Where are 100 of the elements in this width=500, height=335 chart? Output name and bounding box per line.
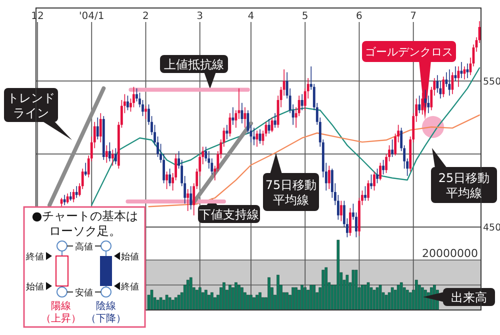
bar bbox=[286, 292, 288, 310]
candlestick bbox=[421, 92, 424, 116]
annotation: 上値抵抗線 bbox=[164, 57, 224, 72]
annotation: 終値 bbox=[25, 252, 44, 262]
bar bbox=[420, 287, 424, 310]
bar bbox=[165, 294, 168, 310]
candlestick bbox=[379, 162, 382, 181]
candlestick bbox=[111, 149, 114, 166]
bar bbox=[364, 284, 367, 310]
annotation: 始値 bbox=[26, 282, 44, 292]
bar bbox=[252, 297, 256, 310]
bar bbox=[240, 287, 244, 310]
bar bbox=[204, 290, 208, 310]
bar bbox=[198, 287, 202, 310]
bar bbox=[294, 287, 298, 310]
bar bbox=[400, 282, 403, 310]
bar bbox=[384, 294, 388, 310]
bar bbox=[390, 287, 394, 310]
candlestick bbox=[75, 186, 78, 198]
bar bbox=[336, 240, 340, 310]
candlestick bbox=[105, 144, 108, 164]
candlestick bbox=[232, 106, 234, 126]
bar bbox=[156, 300, 160, 310]
bar bbox=[292, 287, 294, 310]
bar bbox=[304, 287, 307, 310]
candlestick bbox=[382, 159, 384, 175]
candlestick bbox=[99, 112, 102, 143]
bar bbox=[246, 294, 250, 310]
candlestick bbox=[228, 112, 232, 137]
annotation: 下値支持線 bbox=[199, 207, 259, 222]
bar bbox=[250, 294, 252, 310]
bar bbox=[376, 287, 379, 310]
annotation: 陰線（下降） bbox=[86, 300, 126, 324]
candlestick bbox=[442, 76, 445, 98]
candlestick bbox=[391, 139, 394, 158]
candlestick bbox=[451, 72, 454, 95]
candlestick bbox=[340, 200, 342, 222]
candlestick bbox=[108, 142, 111, 162]
bar bbox=[234, 282, 238, 310]
candlestick bbox=[454, 66, 457, 82]
bar bbox=[424, 290, 427, 310]
bar bbox=[228, 284, 232, 310]
annotation: トレンドライン bbox=[7, 90, 55, 120]
bar bbox=[177, 294, 180, 310]
candlestick bbox=[186, 188, 190, 212]
bar bbox=[346, 274, 349, 310]
bar bbox=[352, 270, 355, 310]
bar bbox=[276, 274, 280, 310]
bar bbox=[168, 297, 172, 310]
bar bbox=[366, 282, 370, 310]
candlestick bbox=[132, 86, 135, 108]
bar bbox=[222, 282, 226, 310]
candlestick bbox=[418, 95, 421, 114]
bar bbox=[210, 292, 214, 310]
candlestick bbox=[448, 68, 451, 96]
x-tick-label: 4 bbox=[248, 11, 254, 22]
annotation: 75日移動平均線 bbox=[265, 178, 317, 207]
annotation: 25日移動平均線 bbox=[438, 170, 490, 200]
bar bbox=[268, 277, 270, 310]
bar bbox=[195, 290, 198, 310]
candlestick bbox=[72, 188, 75, 203]
bar bbox=[330, 284, 334, 310]
annotation: 高値 bbox=[75, 242, 93, 252]
candlestick bbox=[84, 162, 87, 176]
annotation: 出来高 bbox=[451, 290, 487, 304]
bar bbox=[406, 290, 409, 310]
x-tick-label: 7 bbox=[410, 11, 417, 22]
annotation: 始値 bbox=[121, 252, 139, 262]
bar bbox=[171, 300, 174, 310]
candlestick bbox=[66, 193, 69, 204]
x-tick-label: 2 bbox=[142, 11, 149, 22]
candlestick bbox=[168, 168, 171, 187]
bar bbox=[310, 284, 313, 310]
candlestick bbox=[114, 148, 117, 165]
annotation: ●チャートの基本はローソク足。 bbox=[32, 209, 138, 238]
candlestick bbox=[166, 171, 168, 190]
x-tick-label: 6 bbox=[356, 11, 362, 22]
annotation: 安値 bbox=[75, 288, 93, 298]
candlestick bbox=[376, 168, 378, 184]
candlestick bbox=[190, 186, 192, 210]
bar bbox=[150, 290, 154, 310]
bar bbox=[354, 270, 358, 310]
bar bbox=[414, 280, 418, 310]
bar bbox=[238, 284, 240, 310]
candlestick bbox=[373, 171, 376, 191]
bar bbox=[159, 297, 162, 310]
bar bbox=[174, 297, 178, 310]
candlestick bbox=[328, 165, 330, 190]
bar bbox=[372, 290, 376, 310]
candlestick bbox=[226, 124, 228, 140]
bar bbox=[258, 292, 262, 310]
bar bbox=[396, 284, 400, 310]
candlestick bbox=[367, 180, 370, 202]
x-tick-label: 5 bbox=[302, 11, 308, 22]
bar bbox=[312, 284, 316, 310]
y2-tick-label: 20000000 bbox=[422, 247, 478, 260]
bar bbox=[186, 280, 190, 310]
candlestick bbox=[349, 208, 352, 236]
bar bbox=[322, 270, 325, 310]
candlestick bbox=[96, 117, 99, 140]
